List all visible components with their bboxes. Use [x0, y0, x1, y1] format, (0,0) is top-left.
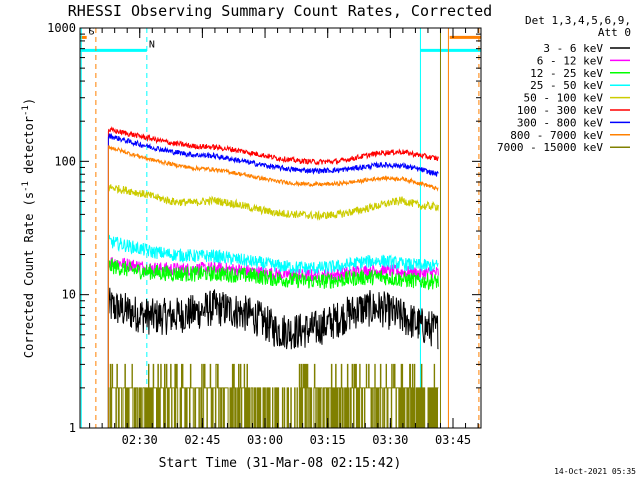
series-line	[107, 144, 439, 428]
legend-label: 7000 - 15000 keV	[497, 141, 603, 154]
legend-label: 25 - 50 keV	[530, 79, 603, 92]
series-line	[107, 184, 439, 428]
x-tick-label: 03:00	[247, 433, 283, 447]
legend-label: 100 - 300 keV	[517, 104, 603, 117]
chart-title: RHESSI Observing Summary Count Rates, Co…	[68, 2, 492, 20]
saa-bar-label: S	[89, 26, 95, 37]
series-line	[108, 363, 439, 428]
annotation-layer: SN	[80, 26, 481, 428]
night-bar-label: N	[149, 39, 155, 50]
x-tick-label: 03:45	[435, 433, 471, 447]
x-axis-label: Start Time (31-Mar-08 02:15:42)	[159, 456, 402, 471]
plot-frame	[79, 27, 482, 429]
legend-header-attenuator: Att 0	[598, 26, 631, 39]
y-tick-label: 10	[62, 288, 76, 302]
series-line	[107, 258, 439, 428]
legend-label: 6 - 12 keV	[537, 54, 604, 67]
x-tick-label: 02:45	[184, 433, 220, 447]
series-layer	[107, 125, 439, 428]
legend-label: 300 - 800 keV	[517, 116, 603, 129]
tick-layer: 1 10 100 1000 02:30 02:45 03:00 03:15 03:30 03:45	[47, 21, 481, 447]
x-tick-label: 02:30	[122, 433, 158, 447]
x-tick-label: 03:30	[372, 433, 408, 447]
series-line	[107, 125, 439, 428]
legend-label: 3 - 6 keV	[543, 42, 603, 55]
y-tick-label: 1000	[47, 21, 76, 35]
series-line	[107, 132, 439, 428]
generated-date: 14-Oct-2021 05:35	[554, 467, 636, 476]
y-tick-label: 100	[54, 154, 76, 168]
y-tick-label: 1	[69, 421, 76, 435]
legend-label: 12 - 25 keV	[530, 67, 603, 80]
x-tick-label: 03:15	[310, 433, 346, 447]
y-axis-label: Corrected Count Rate (s-1 detector-1)	[21, 98, 36, 358]
legend-header-detectors: Det 1,3,4,5,6,9,	[525, 14, 631, 27]
legend-label: 800 - 7000 keV	[510, 129, 603, 142]
legend-label: 50 - 100 keV	[524, 92, 604, 105]
series-line	[107, 287, 439, 428]
series-line	[107, 234, 439, 428]
